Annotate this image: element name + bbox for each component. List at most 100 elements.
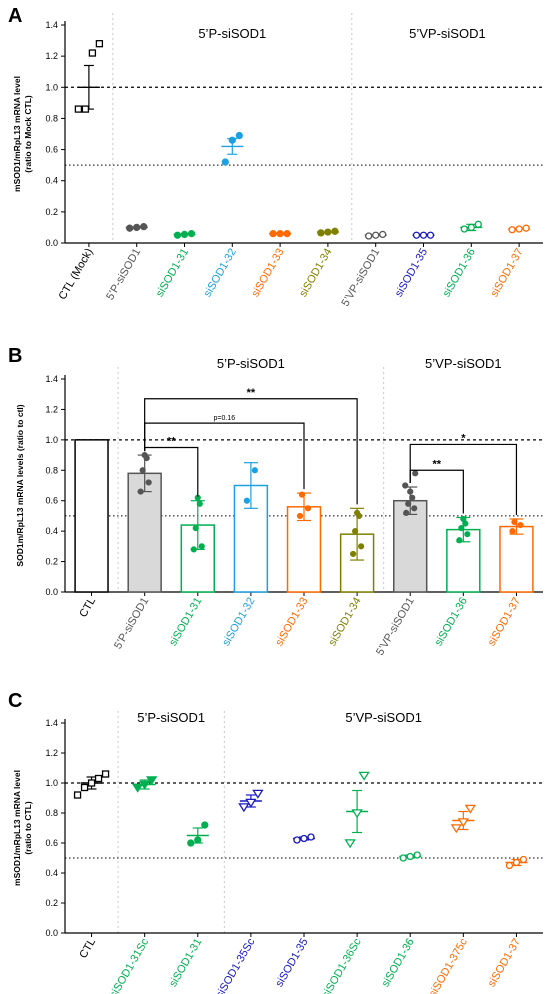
category-label: siSOD1-36 [441, 247, 478, 300]
data-point [173, 231, 182, 239]
data-point [412, 231, 421, 239]
data-point [399, 854, 407, 862]
data-point [139, 467, 146, 474]
data-point [413, 851, 421, 859]
category-label: 5’VP-siSOD1 [374, 596, 417, 658]
data-point [358, 771, 370, 781]
data-point [95, 40, 104, 48]
y-tick-label: 0.2 [45, 898, 58, 908]
y-tick-label: 0.6 [45, 496, 58, 506]
group-label: 5’P-siSOD1 [198, 26, 266, 41]
data-point [464, 804, 477, 814]
data-point [192, 525, 199, 532]
category-label: 5’P-siSOD1 [104, 247, 143, 303]
y-axis-label-line: SOD1m/RpL13 mRNA levels (ratio to ctl) [15, 404, 25, 566]
data-point [126, 224, 134, 232]
category-label: siSOD1-36 [380, 937, 417, 990]
data-point [190, 546, 197, 553]
data-point [238, 803, 250, 813]
data-point [467, 223, 475, 232]
y-axis-label-line: (ratio to Mock CTL) [23, 95, 33, 173]
category-label: siSOD1-31 [167, 937, 204, 990]
category-label: CTL (Mock) [57, 247, 96, 302]
panel-B: B 5’P-siSOD1 5’VP-siSOD1 0.0 0.2 0.4 0.6 0.8 1.0… [8, 345, 543, 658]
data-point [344, 839, 356, 849]
data-point [426, 231, 435, 239]
y-tick-label: 1.4 [45, 718, 58, 728]
data-point [474, 220, 482, 228]
data-point [505, 861, 514, 870]
y-tick-label: 1.2 [45, 748, 58, 758]
y-tick-label: 1.2 [45, 51, 58, 61]
category-label: CTL [77, 937, 98, 961]
data-point [145, 479, 152, 486]
category-label: 5’VP-siSOD1 [340, 247, 383, 309]
category-label: siSOD1-31Sc [108, 936, 152, 994]
category-label: siSOD1-35Sc [214, 936, 258, 994]
data-point [464, 531, 471, 538]
data-point [405, 500, 412, 507]
panel-letter: A [8, 5, 22, 27]
data-point [460, 225, 468, 233]
category-label: siSOD1-35 [273, 937, 310, 990]
y-tick-label: 1.4 [45, 374, 58, 384]
data-point [450, 824, 463, 834]
data-point [351, 809, 363, 819]
group-label: 5’P-siSOD1 [217, 356, 285, 371]
y-tick-label: 1.0 [45, 778, 58, 788]
data-point [73, 791, 82, 799]
category-label: siSOD1-31 [167, 596, 204, 649]
data-point [196, 500, 203, 507]
data-point [407, 488, 414, 495]
category-label: siSOD1-32 [202, 247, 239, 300]
category-label: siSOD1-32 [220, 596, 257, 649]
data-point [140, 222, 148, 231]
data-point [80, 783, 89, 792]
y-tick-label: 0.8 [45, 113, 58, 123]
data-point [133, 223, 141, 232]
data-point [198, 543, 205, 550]
y-tick-label: 0.0 [45, 587, 58, 597]
category-label: CTL [77, 596, 98, 620]
data-point [509, 528, 516, 535]
data-point [194, 836, 202, 844]
data-point [403, 509, 410, 516]
category-label: siSOD1-33 [249, 247, 286, 300]
y-tick-label: 0.4 [45, 526, 58, 536]
data-point [243, 497, 250, 504]
data-point [101, 770, 110, 778]
data-point [324, 228, 332, 236]
data-point [460, 515, 467, 523]
category-label: siSOD1-34 [297, 247, 334, 300]
data-point [317, 229, 325, 237]
significance-bracket [144, 398, 358, 505]
significance-label: p=0.16 [214, 415, 236, 422]
y-tick-label: 0.2 [45, 207, 58, 217]
y-tick-label: 0.6 [45, 145, 58, 155]
significance-label: ** [432, 458, 441, 470]
data-point [411, 505, 418, 512]
y-axis-label: SOD1m/RpL13 mRNA levels (ratio to ctl) [15, 404, 25, 566]
data-point [269, 230, 277, 238]
category-label: siSOD1-36 [433, 596, 470, 649]
data-point [350, 550, 357, 558]
category-label: siSOD1-37 [488, 247, 525, 300]
significance-bracket [409, 443, 518, 515]
y-axis-label-line: mSOD1/mRpL13 mRNA level [12, 76, 22, 192]
y-tick-label: 1.0 [45, 435, 58, 445]
data-point [251, 467, 258, 474]
data-point [304, 505, 312, 512]
significance-label: ** [247, 387, 256, 399]
data-point [379, 230, 387, 239]
y-tick-label: 0.2 [45, 557, 58, 567]
category-label: siSOD1-37 [486, 596, 523, 649]
panel-letter: B [8, 345, 22, 367]
data-point [298, 491, 306, 498]
data-point [187, 230, 196, 238]
group-label: 5’VP-siSOD1 [425, 356, 502, 371]
bar [499, 525, 534, 593]
data-point [296, 512, 304, 520]
data-point [141, 451, 148, 459]
category-label: siSOD1-34 [326, 596, 363, 649]
data-point [300, 834, 308, 843]
